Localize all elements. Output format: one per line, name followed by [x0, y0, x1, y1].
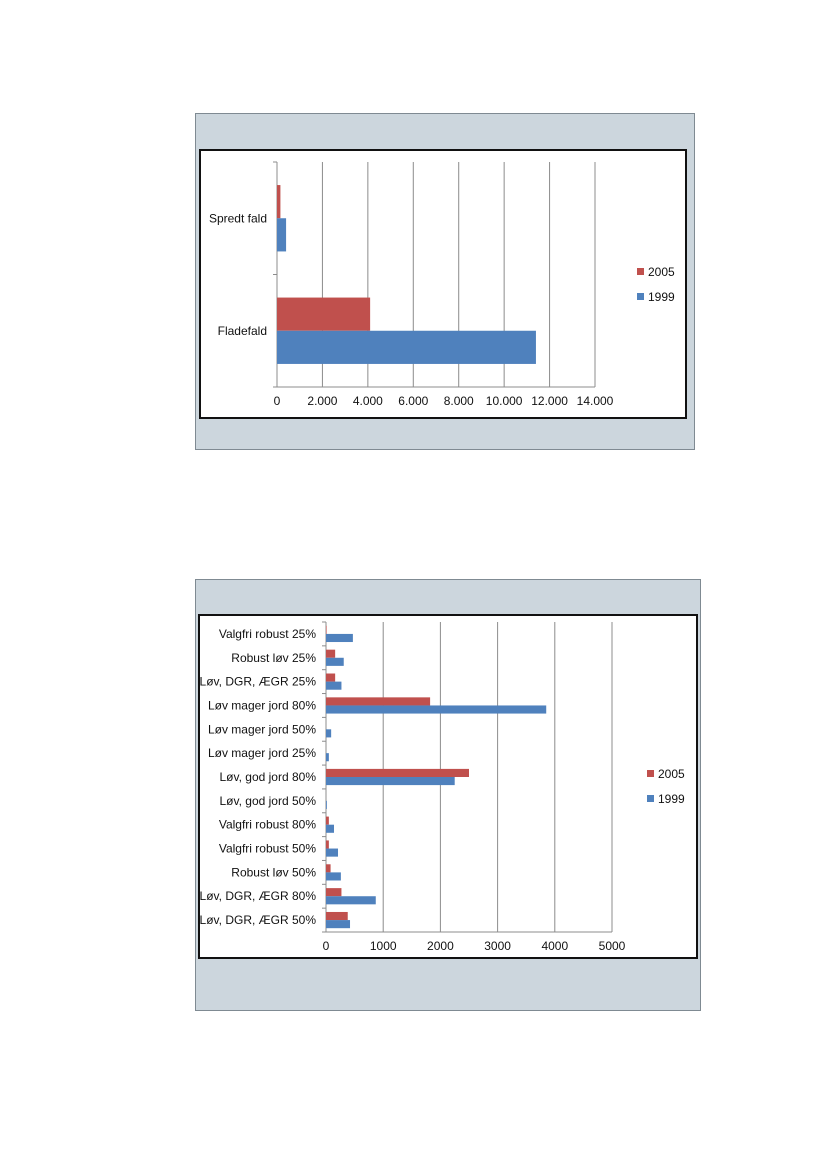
bar-1999 [326, 848, 339, 857]
y-category-label: Løv, god jord 50% [220, 794, 317, 808]
bar-1999 [326, 824, 335, 833]
bar-1999 [326, 753, 329, 762]
x-tick-label: 0 [323, 939, 330, 953]
y-category-label: Løv mager jord 80% [208, 698, 316, 712]
legend-label: 1999 [648, 290, 675, 304]
y-category-label: Robust løv 50% [231, 865, 316, 879]
x-tick-label: 14.000 [577, 394, 614, 408]
y-category-label: Fladefald [218, 324, 267, 338]
bar-1999 [277, 330, 536, 364]
y-category-label: Valgfri robust 50% [219, 842, 316, 856]
legend-label: 2005 [648, 265, 675, 279]
bar-1999 [326, 729, 332, 738]
bar-2005 [326, 625, 327, 634]
bar-2005 [277, 185, 281, 219]
x-tick-label: 6.000 [398, 394, 428, 408]
bar-1999 [326, 705, 547, 714]
x-tick-label: 4.000 [353, 394, 383, 408]
y-category-label: Løv mager jord 25% [208, 746, 316, 760]
y-category-label: Løv, DGR, ÆGR 25% [200, 675, 317, 689]
y-category-label: Spredt fald [209, 211, 267, 225]
x-tick-label: 1000 [370, 939, 397, 953]
bar-1999 [326, 681, 342, 690]
y-category-label: Løv mager jord 50% [208, 722, 316, 736]
bar-2005 [326, 888, 342, 897]
y-category-label: Løv, DGR, ÆGR 50% [200, 913, 317, 927]
x-tick-label: 4000 [541, 939, 568, 953]
y-category-label: Robust løv 25% [231, 651, 316, 665]
bar-1999 [326, 872, 341, 881]
bar-1999 [326, 896, 376, 905]
bar-2005 [326, 816, 329, 825]
legend-label: 1999 [658, 792, 685, 806]
bar-2005 [326, 840, 329, 849]
bar-1999 [326, 633, 353, 643]
x-tick-label: 2.000 [307, 394, 337, 408]
bar-1999 [326, 800, 327, 809]
bar-2005 [277, 297, 371, 331]
x-tick-label: 2000 [427, 939, 454, 953]
bar-2005 [326, 864, 331, 873]
bar-2005 [326, 911, 348, 921]
x-tick-label: 3000 [484, 939, 511, 953]
bar-2005 [326, 697, 431, 706]
x-tick-label: 8.000 [444, 394, 474, 408]
bar-1999 [326, 657, 344, 666]
y-category-label: Løv, DGR, ÆGR 80% [200, 889, 317, 903]
bar-2005 [326, 649, 336, 658]
legend-swatch-2005 [637, 268, 644, 275]
y-category-label: Valgfri robust 25% [219, 627, 316, 641]
bar-2005 [326, 673, 336, 682]
y-category-label: Valgfri robust 80% [219, 818, 316, 832]
chart-2-plot-panel [198, 614, 698, 959]
x-tick-label: 0 [274, 394, 281, 408]
bar-2005 [326, 768, 469, 777]
bar-1999 [326, 777, 455, 786]
bar-1999 [277, 218, 287, 252]
x-tick-label: 10.000 [486, 394, 523, 408]
chart-2-outer-frame [195, 579, 701, 1011]
legend-label: 2005 [658, 767, 685, 781]
bar-1999 [326, 920, 351, 929]
legend-swatch-1999 [637, 293, 644, 300]
x-tick-label: 5000 [599, 939, 626, 953]
legend-swatch-2005 [647, 770, 654, 777]
legend-swatch-1999 [647, 795, 654, 802]
y-category-label: Løv, god jord 80% [220, 770, 317, 784]
x-tick-label: 12.000 [531, 394, 568, 408]
